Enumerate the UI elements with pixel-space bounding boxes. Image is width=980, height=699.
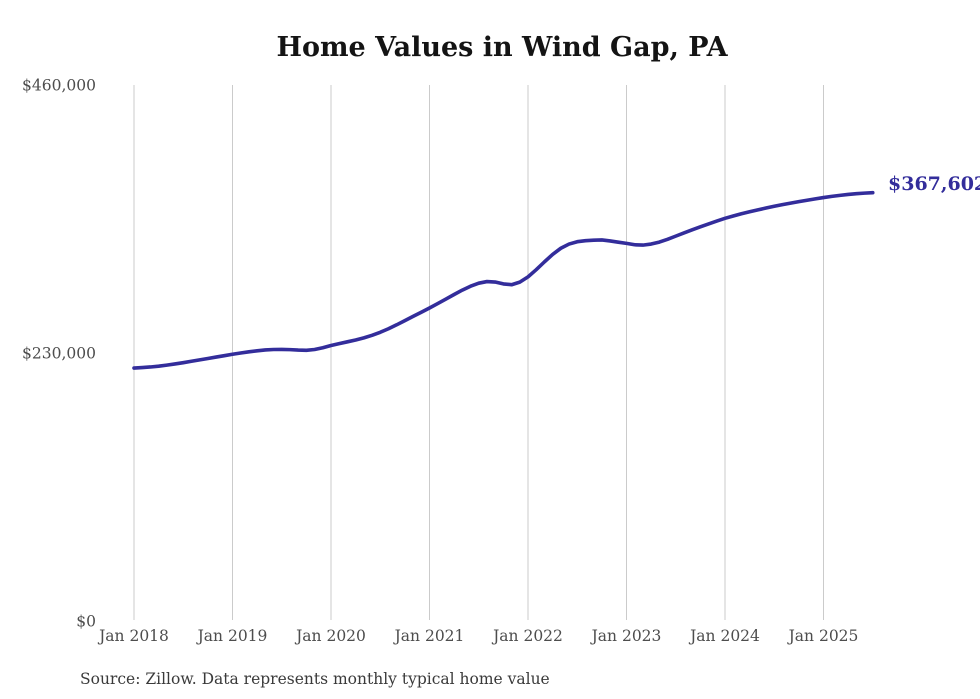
x-axis-tick-label: Jan 2022	[491, 627, 563, 645]
home-value-line	[132, 190, 875, 370]
x-axis-labels: Jan 2018 Jan 2019 Jan 2020 Jan 2021 Jan 2022…	[97, 627, 858, 645]
y-axis-tick-label: $460,000	[22, 77, 96, 95]
y-axis-labels: $0 $230,000 $460,000	[22, 77, 96, 631]
y-axis-tick-label: $230,000	[22, 345, 96, 363]
x-axis-tick-label: Jan 2019	[196, 627, 268, 645]
x-axis-tick-label: Jan 2021	[393, 627, 465, 645]
y-axis-tick-label: $0	[76, 613, 96, 631]
x-axis-tick-label: Jan 2023	[590, 627, 662, 645]
x-axis-tick-label: Jan 2024	[688, 627, 760, 645]
gridlines	[133, 85, 824, 620]
x-axis-tick-label: Jan 2020	[294, 627, 366, 645]
x-axis-tick-label: Jan 2018	[97, 627, 169, 645]
x-axis-tick-label: Jan 2025	[787, 627, 859, 645]
source-note: Source: Zillow. Data represents monthly …	[80, 670, 550, 688]
chart-title: Home Values in Wind Gap, PA	[276, 32, 728, 63]
end-value-label: $367,602	[888, 173, 980, 195]
